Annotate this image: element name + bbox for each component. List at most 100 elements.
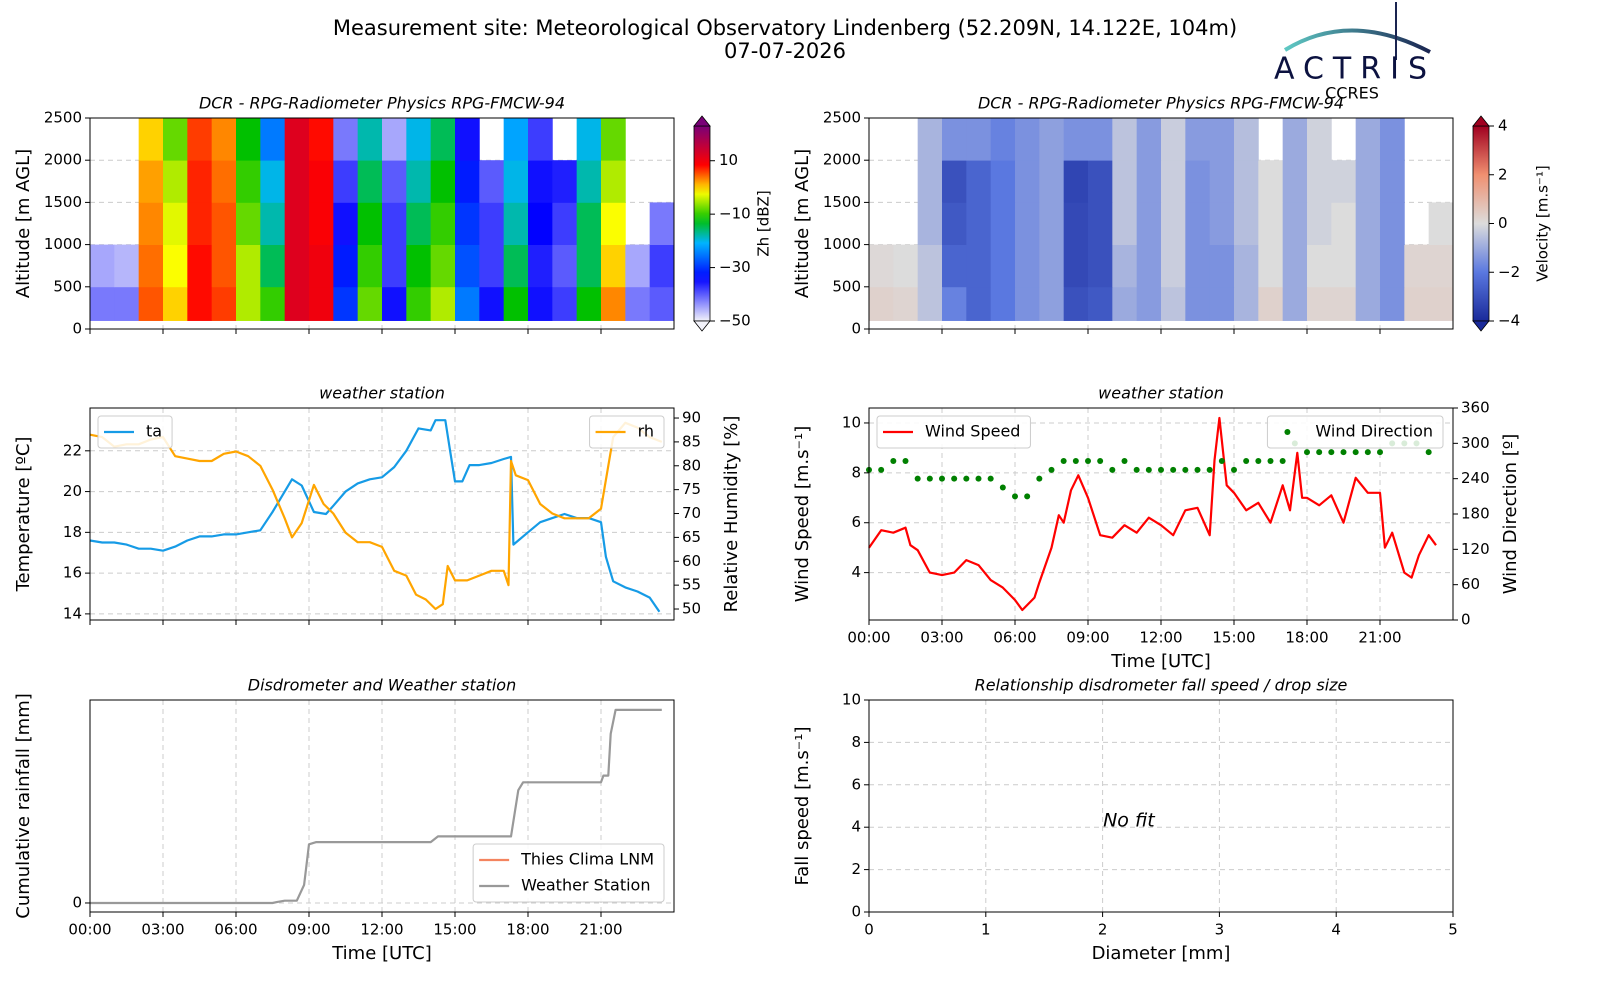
data-point xyxy=(1024,493,1031,500)
data-point xyxy=(975,475,982,482)
panel-title: weather station xyxy=(1098,384,1224,403)
colorbar-tick-label: 2 xyxy=(1498,165,1508,183)
data-point xyxy=(1133,466,1140,473)
heatmap-cell xyxy=(163,244,188,288)
data-point xyxy=(1012,493,1018,500)
header-title: Measurement site: Meteorological Observa… xyxy=(333,16,1237,40)
heatmap-cell xyxy=(990,118,1016,161)
heatmap-cell xyxy=(990,160,1016,203)
heatmap-cell xyxy=(990,202,1016,245)
heatmap-cell xyxy=(406,244,432,288)
heatmap-cell xyxy=(1063,244,1089,288)
heatmap-cell xyxy=(1015,160,1040,203)
heatmap-cell xyxy=(430,244,456,288)
heatmap-cell xyxy=(1258,160,1284,203)
heatmap-cell xyxy=(357,286,383,321)
legend: Wind Speed xyxy=(876,415,1031,449)
data-line xyxy=(90,708,662,905)
heatmap-cell xyxy=(1209,118,1235,161)
heatmap-cell xyxy=(1355,118,1381,161)
heatmap-cell xyxy=(576,202,602,245)
heatmap-cell xyxy=(90,244,115,288)
heatmap-cell xyxy=(966,244,992,288)
colorbar-tick-label: 0 xyxy=(1498,214,1508,232)
heatmap-cell xyxy=(382,202,407,245)
x-tick-label: 0 xyxy=(864,921,874,939)
colorbar-label: Velocity [m.s⁻¹] xyxy=(1534,165,1552,281)
y2-axis-label: Relative Humidity [%] xyxy=(721,416,742,613)
heatmap-cell xyxy=(1307,118,1332,161)
heatmap-cell xyxy=(309,202,334,245)
y2-tick-label: 80 xyxy=(682,456,701,474)
x-tick-label: 21:00 xyxy=(1358,629,1401,647)
heatmap-cell xyxy=(528,286,553,321)
heatmap-cell xyxy=(236,202,261,245)
heatmap-cell xyxy=(552,244,578,288)
colorbar-extend xyxy=(1472,320,1490,332)
heatmap-cell xyxy=(138,160,164,203)
heatmap-cell xyxy=(1112,286,1138,321)
heatmap-cell xyxy=(1380,160,1405,203)
heatmap-cell xyxy=(625,286,651,321)
heatmap-cell xyxy=(942,244,967,288)
heatmap-cell xyxy=(1112,244,1138,288)
heatmap-cell xyxy=(966,286,992,321)
heatmap-cell xyxy=(1039,118,1065,161)
data-point xyxy=(1182,466,1189,473)
heatmap-cell xyxy=(309,286,334,321)
heatmap-cell xyxy=(1088,202,1113,245)
y2-tick-label: 240 xyxy=(1461,469,1490,487)
heatmap-cell xyxy=(479,160,505,203)
heatmap-cell xyxy=(649,286,675,321)
logo-arc xyxy=(1283,28,1431,54)
heatmap-cell xyxy=(893,244,919,288)
heatmap-cell xyxy=(309,244,334,288)
heatmap-cell xyxy=(1404,244,1430,288)
heatmap-cell xyxy=(649,202,675,245)
heatmap-cell xyxy=(1355,160,1381,203)
panel: 10 −10 −30 −50 Zh [dBZ] 0 500 1000 1500 2000 2500 D… xyxy=(13,94,773,338)
heatmap-cell xyxy=(284,160,310,203)
x-tick-label: 00:00 xyxy=(847,629,890,647)
heatmap-cell xyxy=(382,286,407,321)
data-point xyxy=(1340,449,1347,456)
heatmap-cell xyxy=(284,286,310,321)
heatmap-cell xyxy=(138,244,164,288)
data-line xyxy=(89,419,661,613)
heatmap-cell xyxy=(455,202,480,245)
y-tick-label: 8 xyxy=(851,463,861,481)
heatmap-cell xyxy=(260,202,286,245)
heatmap-cell xyxy=(1015,118,1040,161)
y-tick-label: 2000 xyxy=(44,151,82,169)
legend-box xyxy=(472,843,665,903)
heatmap-cell xyxy=(1258,244,1284,288)
heatmap-cell xyxy=(357,118,383,161)
heatmap-cell xyxy=(1015,202,1040,245)
heatmap-cell xyxy=(1234,286,1259,321)
heatmap-cell xyxy=(917,118,943,161)
data-point xyxy=(1218,458,1225,464)
heatmap-cell xyxy=(260,160,286,203)
x-tick-label: 03:00 xyxy=(920,629,963,647)
logo: ACTRIS CCRES xyxy=(1274,2,1436,103)
logo-name: ACTRIS xyxy=(1274,52,1436,87)
y-tick-label: 20 xyxy=(63,482,82,500)
y-tick-label: 2500 xyxy=(44,109,82,127)
x-axis-label: Time [UTC] xyxy=(1110,651,1211,672)
heatmap-cell xyxy=(503,160,529,203)
heatmap-cell xyxy=(601,244,626,288)
legend-box xyxy=(589,415,665,449)
data-point xyxy=(1267,458,1274,464)
heatmap-cell xyxy=(1185,202,1211,245)
colorbar-tick-label: −4 xyxy=(1498,312,1520,330)
heatmap-cell xyxy=(1282,202,1308,245)
heatmap-cell xyxy=(1331,244,1357,288)
heatmap-cell xyxy=(187,202,213,245)
colorbar-tick-label: −2 xyxy=(1498,263,1520,281)
data-point xyxy=(1304,449,1310,456)
y2-tick-label: 90 xyxy=(682,409,701,427)
heatmap-cell xyxy=(990,244,1016,288)
heatmap-cell xyxy=(649,244,675,288)
data-point xyxy=(1255,458,1262,464)
